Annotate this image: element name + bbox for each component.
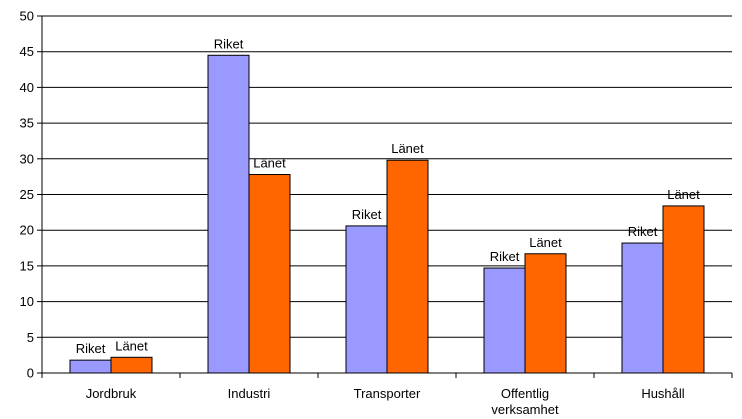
bar-länet-hushåll xyxy=(662,205,705,374)
y-tick-label: 10 xyxy=(20,294,34,309)
data-label: Riket xyxy=(490,249,520,264)
bar-länet-offentlig-verksamhet xyxy=(524,253,567,374)
bar-riket-jordbruk xyxy=(69,359,112,374)
data-label: Riket xyxy=(214,36,244,51)
y-tick-label: 45 xyxy=(20,44,34,59)
y-tick-label: 50 xyxy=(20,9,34,24)
bar-riket-industri xyxy=(207,54,250,374)
x-axis-ticks: Jordbruk Industri Transporter Offentligverk… xyxy=(41,373,733,417)
data-label: Riket xyxy=(76,341,106,356)
data-label: Länet xyxy=(253,156,286,171)
x-tick-label: Jordbruk xyxy=(86,386,137,401)
x-tick-label: Hushåll xyxy=(641,386,684,401)
bar-länet-jordbruk xyxy=(110,356,153,374)
y-tick-label: 0 xyxy=(27,366,34,381)
data-labels: Riket Riket Riket Riket Riket Länet Länet Länet… xyxy=(76,36,700,356)
data-label: Länet xyxy=(667,187,700,202)
y-tick-label: 25 xyxy=(20,187,34,202)
x-tick-label: verksamhet xyxy=(491,402,559,417)
bars xyxy=(69,54,705,374)
bar-länet-industri xyxy=(248,174,291,374)
bar-riket-transporter xyxy=(345,225,388,374)
bar-riket-hushåll xyxy=(621,242,664,374)
x-tick-label: Offentlig xyxy=(501,386,549,401)
x-tick-label: Industri xyxy=(228,386,271,401)
y-tick-label: 40 xyxy=(20,80,34,95)
bar-länet-transporter xyxy=(386,159,429,374)
y-tick-label: 15 xyxy=(20,258,34,273)
data-label: Länet xyxy=(391,141,424,156)
y-tick-label: 20 xyxy=(20,223,34,238)
x-tick-label: Transporter xyxy=(354,386,421,401)
y-axis-ticks: 0 5 10 15 20 25 30 35 40 45 50 xyxy=(20,9,42,381)
data-label: Riket xyxy=(352,207,382,222)
bar-riket-offentlig-verksamhet xyxy=(483,267,526,374)
data-label: Länet xyxy=(529,235,562,250)
y-tick-label: 30 xyxy=(20,151,34,166)
y-tick-label: 35 xyxy=(20,116,34,131)
y-tick-label: 5 xyxy=(27,330,34,345)
data-label: Länet xyxy=(115,338,148,353)
data-label: Riket xyxy=(628,224,658,239)
